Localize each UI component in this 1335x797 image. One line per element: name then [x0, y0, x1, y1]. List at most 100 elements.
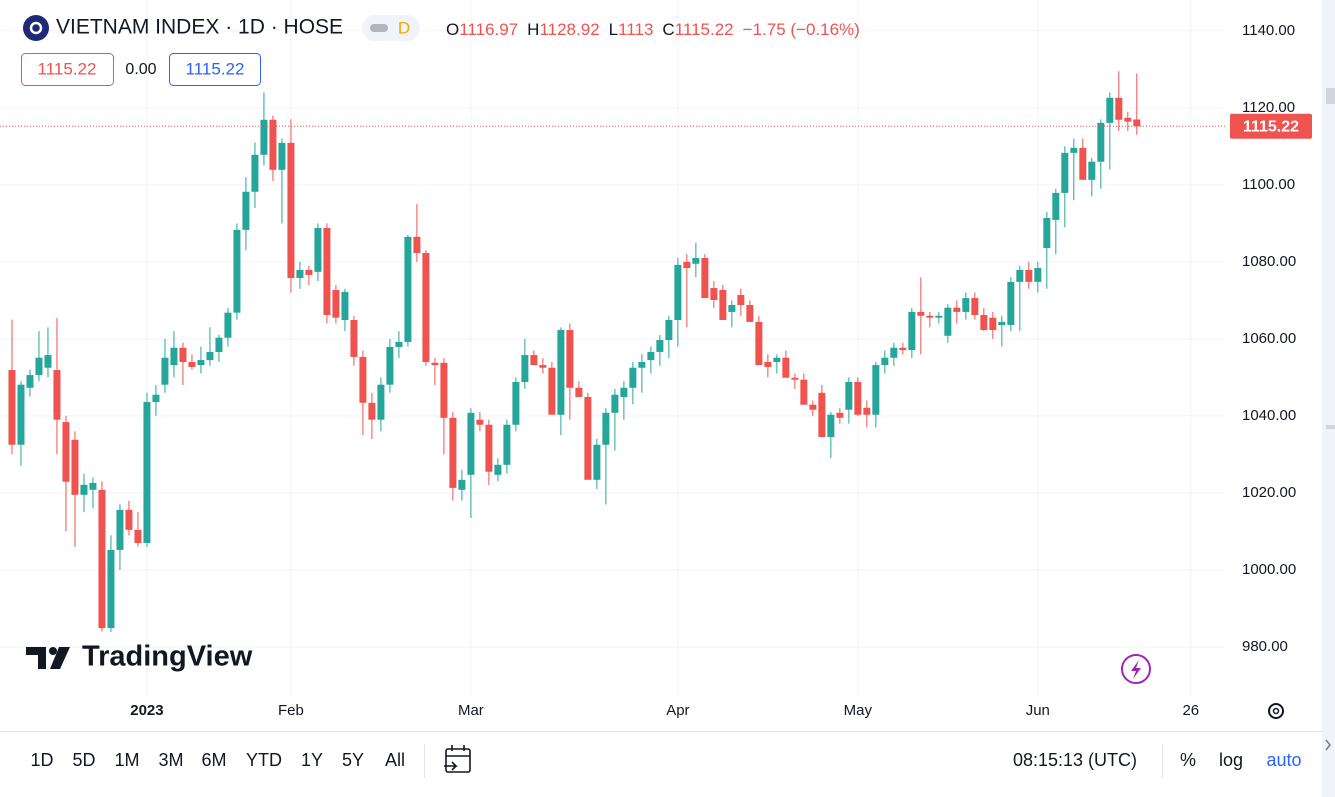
candle-body — [206, 351, 214, 361]
candle-body — [980, 314, 988, 331]
settings-icon[interactable] — [1268, 703, 1284, 719]
candle-body — [494, 464, 502, 475]
candle-body — [1025, 269, 1033, 282]
open-label: O — [446, 20, 459, 39]
range-button[interactable]: 6M — [201, 750, 226, 770]
candle-body — [161, 357, 169, 385]
range-button[interactable]: 5Y — [342, 750, 364, 770]
scale-option[interactable]: % — [1180, 750, 1196, 770]
candle-body — [197, 360, 205, 366]
candle-body — [647, 351, 655, 361]
symbol-title[interactable]: VIETNAM INDEX · 1D · HOSE — [56, 16, 343, 39]
candle-body — [656, 340, 664, 352]
watermark-logo — [26, 647, 70, 669]
candle-body — [107, 549, 115, 629]
range-button[interactable]: 1Y — [301, 750, 323, 770]
candle-body — [458, 479, 466, 490]
candle-body — [539, 365, 547, 368]
candle-body — [395, 341, 403, 347]
y-tick-label: 1140.00 — [1242, 22, 1295, 39]
candle-body — [341, 291, 349, 321]
candle-body — [674, 264, 682, 321]
candle-body — [530, 355, 538, 366]
change: −1.75 (−0.16%) — [743, 20, 860, 39]
y-tick-label: 1060.00 — [1242, 330, 1296, 347]
candle-body — [611, 394, 619, 413]
candle-body — [593, 444, 601, 480]
candle-body — [845, 382, 853, 410]
candle-body — [908, 311, 916, 351]
candle-body — [665, 320, 673, 341]
candle-body — [152, 394, 160, 403]
candle-body — [314, 227, 322, 272]
watermark: TradingView — [82, 641, 253, 673]
candle-body — [566, 330, 574, 388]
y-tick-label: 1040.00 — [1242, 407, 1296, 424]
candle-body — [782, 357, 790, 378]
scroll-handle[interactable] — [1326, 88, 1335, 104]
candle-body — [35, 357, 43, 376]
scale-option[interactable]: log — [1219, 750, 1243, 770]
x-tick-label: Apr — [666, 702, 689, 719]
range-button[interactable]: 1M — [114, 750, 139, 770]
sell-price: 1115.22 — [38, 59, 97, 78]
candle-body — [1061, 152, 1069, 193]
candle-body — [17, 384, 25, 445]
candle-body — [8, 370, 16, 445]
range-button[interactable]: All — [385, 750, 405, 770]
candle-body — [710, 288, 718, 300]
candle-body — [944, 307, 952, 336]
candle-body — [818, 392, 826, 438]
candle-body — [827, 414, 835, 438]
candle-body — [1043, 217, 1051, 248]
sell-box[interactable] — [21, 53, 114, 86]
candle-body — [1115, 97, 1123, 120]
candle-body — [350, 320, 358, 357]
candle-body — [917, 311, 925, 316]
candle-body — [1088, 161, 1096, 180]
candle-body — [791, 377, 799, 380]
buy-box[interactable] — [169, 53, 261, 86]
interval-badge-pill — [370, 24, 388, 32]
scale-option[interactable]: auto — [1266, 750, 1301, 770]
candle-body — [53, 370, 61, 420]
low-value: 1113 — [618, 20, 653, 39]
range-button[interactable]: 3M — [158, 750, 183, 770]
candle-body — [998, 321, 1006, 326]
calendar-icon[interactable] — [444, 745, 471, 773]
x-tick-label: Mar — [458, 702, 484, 719]
candle-body — [935, 315, 943, 318]
candle-body — [899, 347, 907, 351]
candle-body — [692, 258, 700, 264]
x-tick-label: May — [844, 702, 873, 719]
candle-body — [422, 252, 430, 362]
candle-body — [1124, 117, 1132, 122]
candle-body — [476, 419, 484, 425]
x-tick-label: Feb — [278, 702, 304, 719]
candle-body — [80, 484, 88, 495]
last-price-label: 1115.22 — [1243, 118, 1299, 135]
candle-body — [125, 509, 133, 530]
candle-body — [737, 294, 745, 305]
candle-body — [296, 269, 304, 279]
candle-body — [287, 142, 295, 279]
candle-body — [1070, 147, 1078, 153]
scroll-arrow[interactable] — [1325, 739, 1331, 751]
range-button[interactable]: YTD — [246, 750, 282, 770]
candle-body — [962, 298, 970, 312]
alert-icon[interactable] — [1121, 654, 1151, 684]
range-button[interactable]: 1D — [30, 750, 53, 770]
clock[interactable]: 08:15:13 (UTC) — [1013, 750, 1137, 770]
candle-body — [44, 355, 52, 368]
candle-body — [71, 439, 79, 495]
candle-body — [953, 307, 961, 312]
candle-body — [1034, 268, 1042, 282]
candle-body — [332, 289, 340, 318]
range-button[interactable]: 5D — [72, 750, 95, 770]
interval-badge[interactable]: D — [398, 18, 410, 37]
candle-body — [683, 261, 691, 269]
candle-body — [233, 229, 241, 313]
candle-body — [872, 365, 880, 415]
close-label: C — [662, 20, 674, 39]
candle-body — [836, 412, 844, 418]
